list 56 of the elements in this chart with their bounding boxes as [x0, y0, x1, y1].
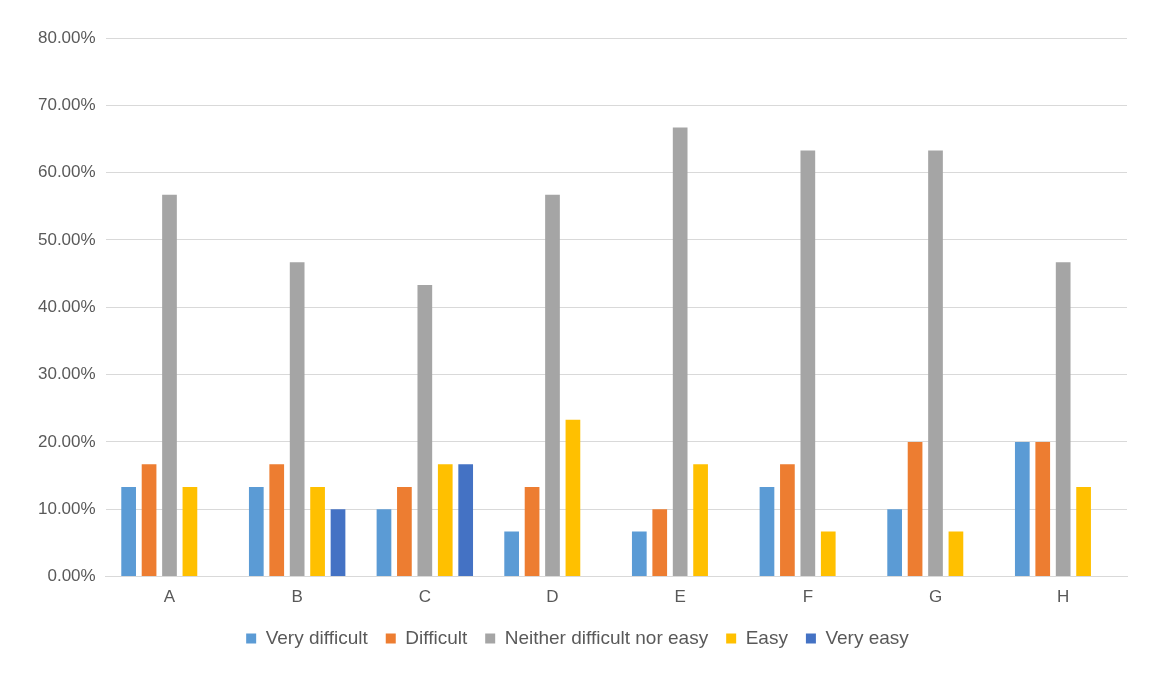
bar — [1055, 262, 1071, 577]
y-tick-label: 20.00% — [37, 431, 96, 451]
y-tick-label: 30.00% — [37, 364, 96, 384]
legend-label: Very difficult — [265, 626, 369, 648]
x-tick-label: A — [163, 587, 176, 607]
bar — [289, 262, 305, 577]
bar — [437, 464, 453, 577]
x-tick-label: E — [674, 587, 686, 607]
y-tick-label: 60.00% — [37, 162, 96, 182]
bar — [928, 150, 943, 577]
legend-label: Difficult — [405, 626, 468, 648]
bar — [417, 285, 433, 577]
y-tick-label: 40.00% — [37, 296, 96, 316]
x-tick-label: F — [802, 587, 814, 607]
bar — [524, 487, 540, 577]
y-tick-label: 70.00% — [37, 95, 96, 115]
x-tick-label: D — [546, 587, 559, 607]
bar — [780, 464, 795, 577]
legend-label: Very easy — [825, 626, 910, 648]
bar — [330, 509, 346, 577]
bar — [652, 509, 668, 577]
bar — [672, 127, 688, 577]
bar — [1035, 441, 1051, 577]
bar — [907, 441, 923, 577]
bar — [269, 464, 285, 577]
x-tick-label: B — [291, 587, 303, 607]
y-tick-label: 0.00% — [47, 566, 96, 586]
x-tick-label: H — [1057, 587, 1070, 607]
y-tick-label: 50.00% — [37, 229, 96, 249]
bar — [162, 194, 177, 577]
bar — [631, 531, 647, 577]
bar — [397, 487, 412, 577]
bar — [759, 487, 775, 577]
bar — [820, 531, 836, 577]
bar — [800, 150, 816, 577]
bar — [141, 464, 157, 577]
bar — [376, 509, 392, 577]
x-tick-label: G — [928, 587, 943, 607]
bar — [1014, 441, 1030, 577]
bar — [887, 509, 902, 577]
bar — [310, 487, 325, 577]
x-tick-label: C — [418, 587, 431, 607]
bar — [121, 487, 136, 577]
y-tick-label: 80.00% — [37, 27, 96, 47]
legend-label: Easy — [745, 626, 789, 648]
bar — [1076, 487, 1091, 577]
bar — [182, 487, 198, 577]
bar — [458, 464, 474, 577]
bar — [545, 194, 560, 577]
legend-label: Neither difficult nor easy — [504, 626, 709, 648]
bar — [948, 531, 964, 577]
y-tick-label: 10.00% — [37, 498, 96, 518]
bar — [693, 464, 708, 577]
bar — [565, 419, 581, 577]
bar — [248, 487, 264, 577]
bar — [504, 531, 519, 577]
